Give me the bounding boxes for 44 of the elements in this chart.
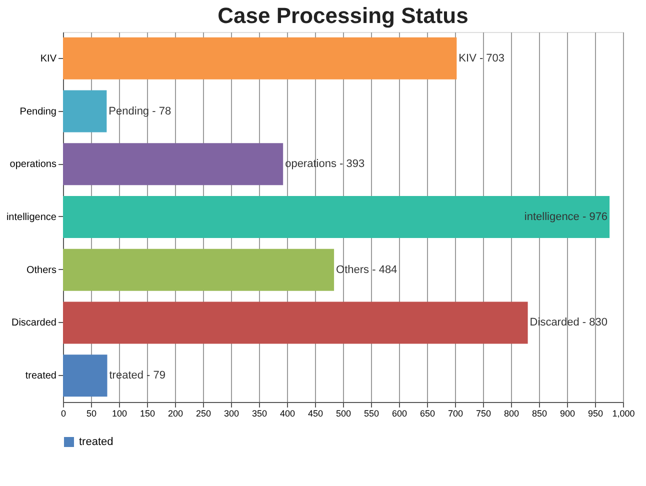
x-tick-label: 900 [560, 408, 576, 418]
x-tick-label: 450 [308, 408, 324, 418]
x-tick-label: 550 [364, 408, 380, 418]
text: treated - 79 [109, 370, 166, 382]
bar [63, 248, 334, 291]
text: Others - 484 [336, 264, 398, 276]
chart-title: Case Processing Status [218, 3, 468, 28]
x-tick-label: 500 [336, 408, 352, 418]
x-tick-label: 850 [532, 408, 548, 418]
x-tick-label: 750 [476, 408, 492, 418]
bar [63, 143, 284, 186]
y-tick-label: KIV [40, 53, 57, 64]
x-tick-label: 400 [280, 408, 296, 418]
y-tick-label: treated [25, 370, 56, 382]
x-tick-label: 200 [168, 408, 184, 418]
text: Pending - 78 [108, 105, 172, 118]
x-tick-label: 150 [140, 408, 156, 418]
x-tick-label: 0 [60, 408, 66, 418]
x-tick-label: 300 [224, 408, 240, 418]
text: KIV - 703 [458, 52, 505, 64]
x-tick-label: 700 [448, 408, 464, 418]
bar [63, 196, 610, 238]
x-tick-label: 800 [504, 408, 520, 418]
x-tick-label: 1,000 [612, 408, 635, 418]
text: intelligence - 976 [524, 211, 608, 223]
x-tick-label: 600 [392, 408, 408, 418]
x-tick-label: 950 [588, 408, 604, 418]
x-tick-label: 50 [86, 408, 97, 418]
legend-label: treated [79, 436, 114, 448]
y-tick-label: operations [10, 159, 56, 170]
y-tick-label: Discarded [11, 318, 56, 329]
y-tick-label: Pending [20, 106, 56, 118]
y-tick-label: intelligence [6, 212, 57, 223]
x-tick-label: 350 [252, 408, 268, 418]
text: operations - 393 [285, 158, 365, 170]
y-tick-label: Others [26, 264, 56, 276]
x-tick-label: 100 [112, 408, 128, 418]
x-tick-label: 250 [196, 408, 212, 418]
bar [63, 302, 528, 344]
bar [63, 354, 108, 397]
x-tick-label: 650 [420, 408, 436, 418]
bar [63, 90, 107, 132]
text: Discarded - 830 [530, 316, 608, 329]
bar [63, 37, 457, 80]
